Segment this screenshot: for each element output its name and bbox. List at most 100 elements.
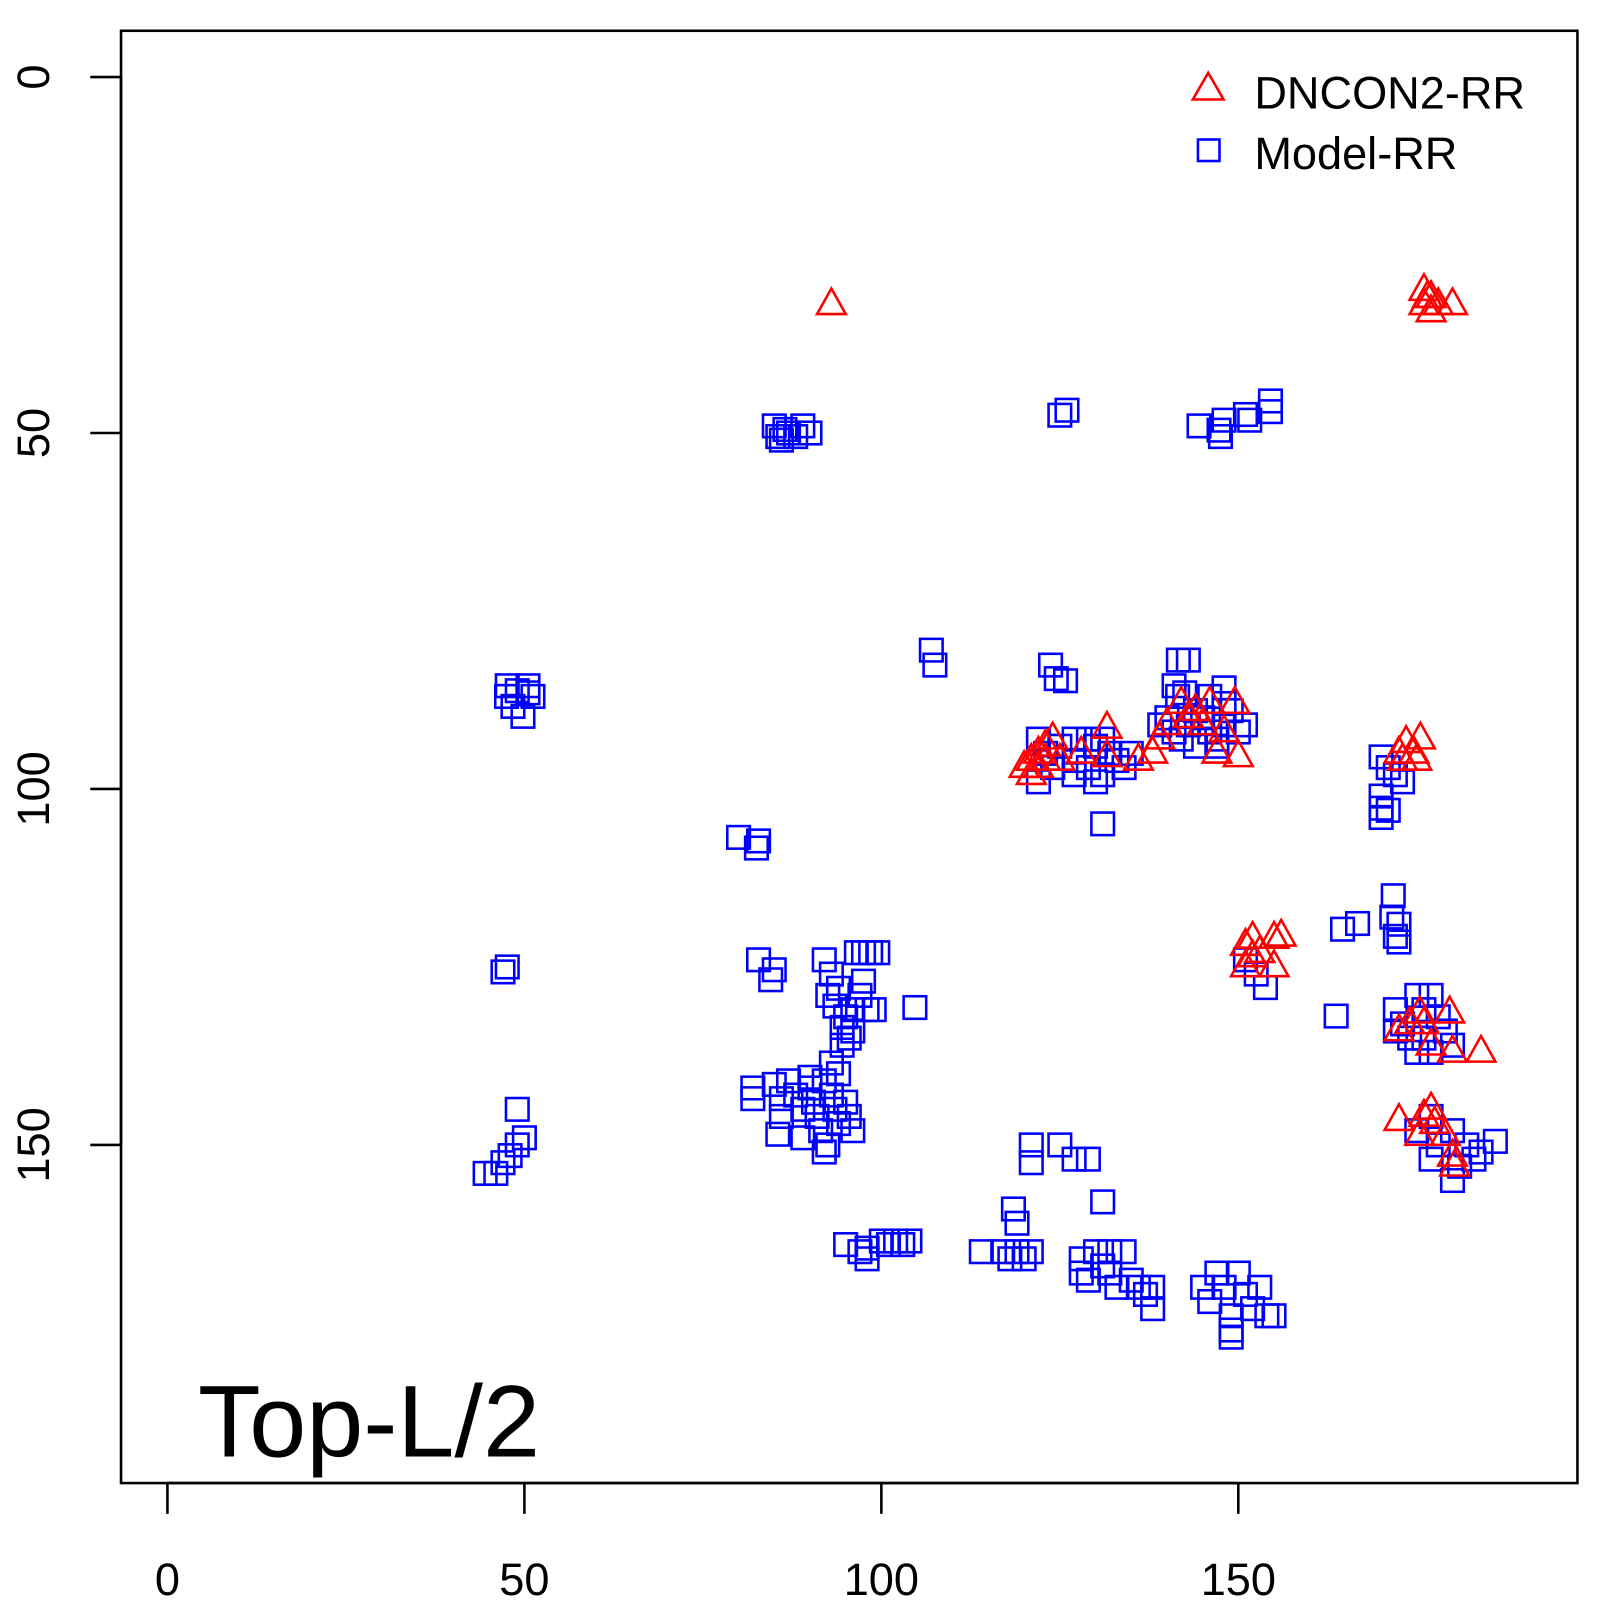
model-rr-point xyxy=(1061,1146,1087,1172)
dncon2-rr-point xyxy=(1228,947,1263,978)
model-rr-point xyxy=(494,954,520,980)
model-rr-point xyxy=(1207,423,1234,450)
y-tick-label: 0 xyxy=(8,64,59,89)
plot-frame xyxy=(119,29,1579,1485)
model-rr-point xyxy=(1075,755,1101,781)
dncon2-rr-point xyxy=(1382,1101,1416,1132)
model-rr-point xyxy=(790,1125,816,1151)
model-rr-point xyxy=(1386,929,1412,955)
model-rr-point xyxy=(850,968,877,994)
model-rr-point xyxy=(811,1068,837,1094)
model-rr-point xyxy=(850,940,877,966)
dncon2-rr-point xyxy=(1207,712,1241,743)
x-tick-label: 50 xyxy=(499,1554,549,1600)
model-rr-point xyxy=(743,835,769,861)
legend-label-dncon2-rr: DNCON2-RR xyxy=(1254,68,1525,119)
model-rr-point xyxy=(840,1118,866,1144)
model-rr-point xyxy=(1425,1004,1451,1030)
model-rr-point xyxy=(1211,1274,1237,1300)
dncon2-rr-point xyxy=(1090,709,1124,739)
model-rr-point xyxy=(1097,1260,1123,1286)
model-rr-point xyxy=(890,1232,916,1258)
model-rr-point xyxy=(1047,1132,1073,1158)
model-rr-point xyxy=(865,940,891,966)
dncon2-rr-point xyxy=(1029,727,1063,757)
model-rr-point xyxy=(490,959,516,985)
model-rr-point xyxy=(833,1089,859,1115)
model-rr-point xyxy=(1418,1146,1444,1172)
dncon2-rr-point xyxy=(1186,705,1220,736)
model-rr-point xyxy=(1075,1267,1101,1293)
legend-label-model-rr: Model-RR xyxy=(1254,128,1457,179)
model-rr-point xyxy=(1375,797,1401,823)
model-rr-point xyxy=(1068,1246,1094,1272)
dncon2-rr-point xyxy=(1090,737,1124,768)
model-rr-point xyxy=(836,1025,862,1051)
model-rr-point xyxy=(1132,1281,1159,1307)
model-rr-point xyxy=(818,961,844,987)
legend: DNCON2-RR Model-RR xyxy=(1190,68,1525,179)
dncon2-rr-point xyxy=(1143,720,1177,750)
model-rr-point xyxy=(1232,712,1259,738)
model-rr-point xyxy=(1190,1274,1216,1300)
model-rr-point xyxy=(1247,1274,1273,1300)
model-rr-point xyxy=(761,957,787,983)
model-rr-point xyxy=(1052,668,1079,694)
model-rr-point xyxy=(768,1103,794,1130)
model-rr-point xyxy=(1082,769,1109,795)
dncon2-rr-point xyxy=(1029,741,1063,771)
model-rr-point xyxy=(902,994,928,1021)
model-rr-point xyxy=(1090,762,1116,788)
model-rr-point xyxy=(1111,1239,1137,1265)
model-rr-point xyxy=(520,683,546,709)
dncon2-rr-point xyxy=(1243,933,1277,964)
model-rr-point xyxy=(1232,401,1259,428)
dncon2-rr-point xyxy=(1421,285,1455,316)
model-rr-point xyxy=(1382,923,1408,949)
model-rr-point xyxy=(1379,904,1405,930)
dncon2-rr-point xyxy=(1393,1004,1427,1035)
data-points xyxy=(472,271,1508,1350)
model-rr-point xyxy=(1323,1003,1349,1029)
x-tick-label: 100 xyxy=(844,1554,919,1600)
model-rr-point xyxy=(1329,916,1356,942)
model-rr-point xyxy=(836,1103,862,1130)
dncon2-rr-point xyxy=(1221,737,1255,768)
model-rr-point xyxy=(797,1064,823,1090)
model-rr-point xyxy=(1225,719,1251,745)
x-axis: 0 50 100 150 xyxy=(155,1481,1276,1600)
model-rr-point xyxy=(1218,1324,1244,1350)
model-rr-point xyxy=(1018,1150,1044,1176)
model-rr-point xyxy=(1404,1039,1430,1065)
model-rr-point xyxy=(797,420,823,446)
model-rr-point xyxy=(1125,1274,1151,1300)
model-rr-point xyxy=(858,940,884,966)
dncon2-rr-point xyxy=(1433,994,1467,1024)
model-rr-point xyxy=(997,1246,1023,1272)
model-rr-point xyxy=(1432,1018,1458,1044)
model-rr-point xyxy=(843,940,869,966)
model-rr-point xyxy=(1418,1103,1444,1130)
dncon2-rr-point xyxy=(1150,705,1184,736)
model-rr-point xyxy=(1404,982,1430,1008)
model-rr-point xyxy=(1482,1128,1508,1154)
model-rr-point xyxy=(783,1082,809,1108)
dncon2-rr-point xyxy=(1400,741,1434,771)
model-rr-point xyxy=(811,1139,837,1165)
x-tick-label: 0 xyxy=(155,1554,180,1600)
model-rr-point xyxy=(1011,1246,1037,1272)
model-rr-point xyxy=(1061,762,1087,788)
dncon2-rr-point xyxy=(1410,278,1445,309)
model-rr-point xyxy=(1043,666,1069,692)
model-rr-point xyxy=(497,1143,523,1169)
model-rr-point xyxy=(1104,1274,1130,1300)
model-rr-point xyxy=(1004,1210,1030,1236)
model-rr-point xyxy=(1037,652,1064,678)
model-rr-point xyxy=(1004,1239,1030,1265)
model-rr-point xyxy=(1261,1303,1287,1329)
model-rr-point xyxy=(1368,804,1394,830)
model-rr-point xyxy=(1097,1239,1123,1265)
panel-annotation: Top-L/2 xyxy=(198,1363,540,1478)
model-rr-point xyxy=(765,1121,791,1147)
